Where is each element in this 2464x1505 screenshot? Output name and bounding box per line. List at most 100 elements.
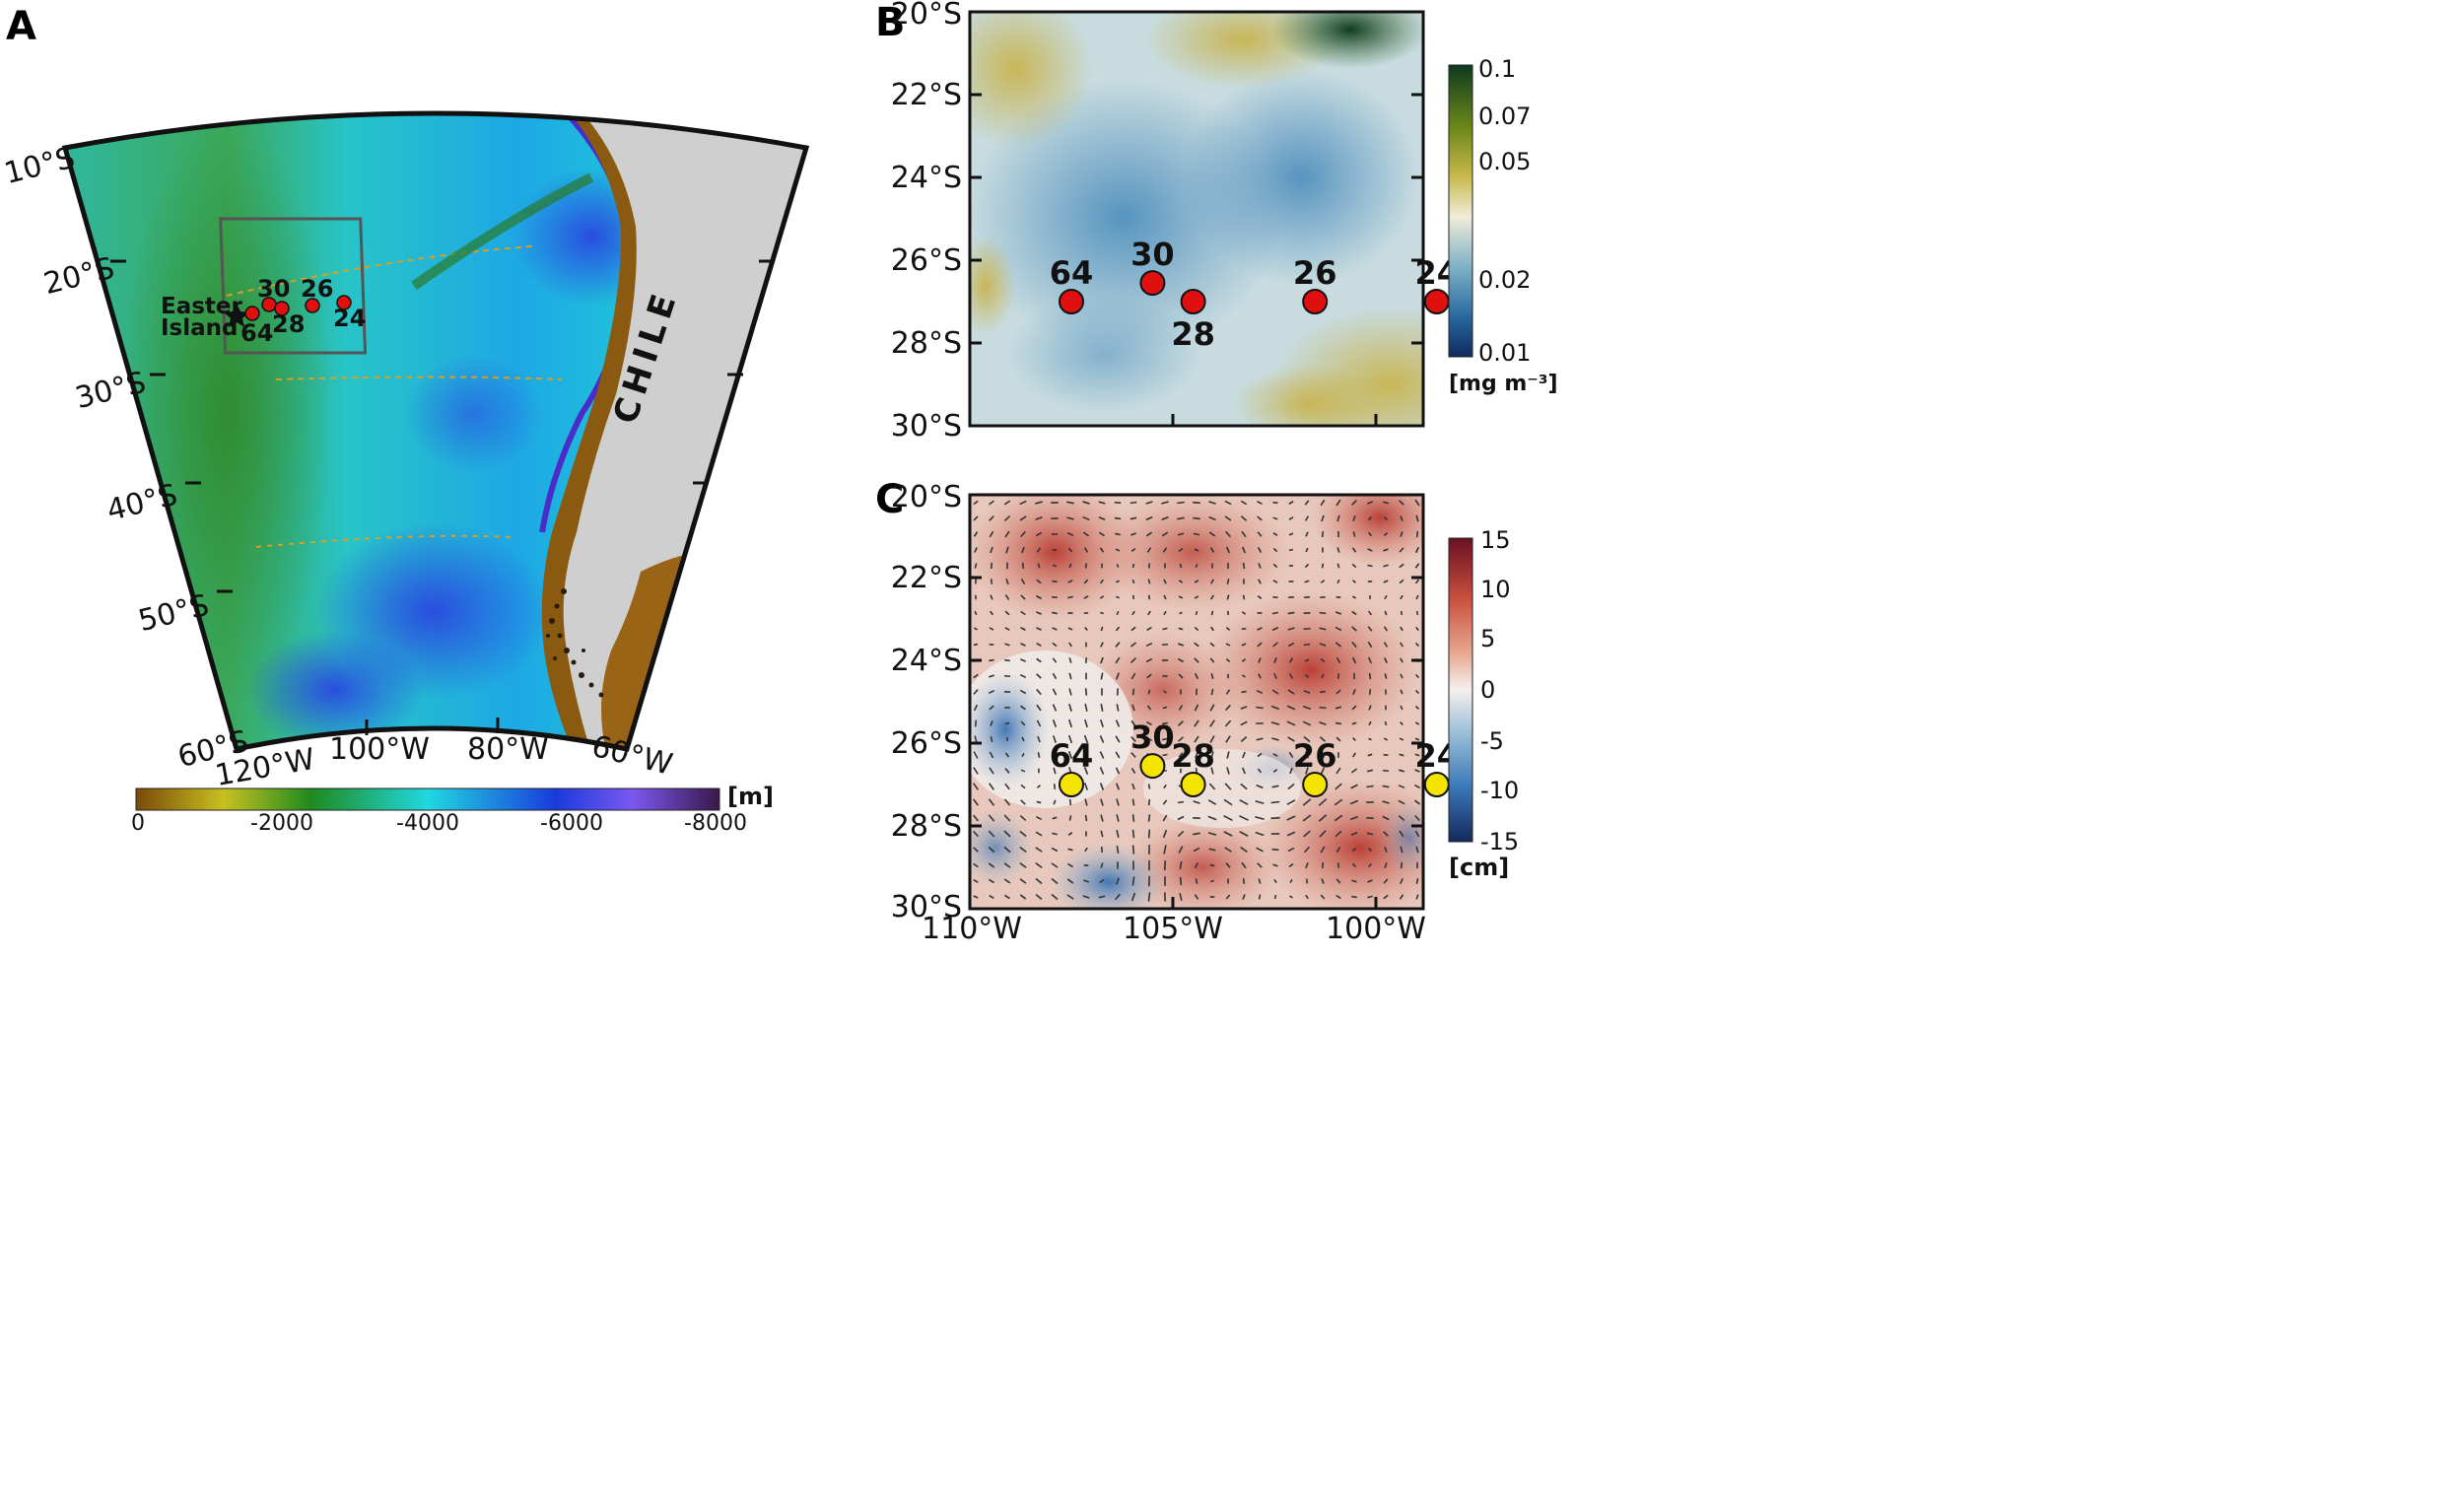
velocity-arrow: [1179, 563, 1183, 569]
velocity-arrow: [1020, 784, 1026, 789]
velocity-arrow: [1210, 626, 1214, 632]
velocity-arrow: [1145, 737, 1153, 741]
velocity-arrow: [1415, 610, 1419, 616]
velocity-arrow: [1256, 784, 1264, 789]
c-lon-label-100w: 100°W: [1326, 912, 1426, 946]
velocity-arrow: [1068, 563, 1072, 569]
velocity-arrow: [1225, 735, 1231, 743]
velocity-arrow: [1352, 737, 1356, 741]
velocity-arrow: [1019, 515, 1027, 521]
velocity-arrow: [1035, 815, 1043, 821]
velocity-arrow: [1114, 501, 1122, 505]
velocity-arrow: [1256, 706, 1264, 710]
velocity-arrow: [1241, 658, 1247, 662]
velocity-arrow: [1239, 831, 1249, 837]
station-28-label: 28: [1171, 737, 1215, 775]
velocity-arrow: [1116, 688, 1120, 696]
velocity-arrow: [1145, 501, 1153, 505]
velocity-arrow: [1004, 643, 1010, 647]
velocity-arrow: [1366, 501, 1374, 505]
velocity-arrow: [1163, 579, 1167, 584]
velocity-arrow: [1003, 878, 1011, 884]
velocity-arrow: [1257, 752, 1263, 758]
velocity-arrow: [1052, 611, 1058, 615]
velocity-arrow: [1256, 737, 1264, 741]
velocity-arrow: [1177, 516, 1185, 520]
velocity-arrow: [1052, 657, 1058, 663]
velocity-arrow: [1224, 783, 1232, 790]
velocity-arrow: [1115, 532, 1121, 536]
velocity-arrow: [1019, 878, 1027, 884]
velocity-arrow: [1400, 594, 1403, 600]
c-lat-label-20s: 20°S: [891, 480, 962, 514]
velocity-arrow: [1336, 862, 1340, 868]
velocity-arrow: [1210, 767, 1214, 775]
velocity-arrow: [1053, 751, 1057, 759]
c-lat-label-30s: 30°S: [891, 890, 962, 924]
velocity-arrow: [990, 594, 993, 600]
velocity-arrow: [1287, 611, 1295, 615]
velocity-arrow: [1068, 688, 1072, 696]
velocity-arrow: [990, 720, 993, 726]
velocity-arrow: [1351, 595, 1357, 599]
velocity-arrow: [1162, 706, 1168, 710]
velocity-arrow: [1399, 563, 1404, 569]
velocity-arrow: [1257, 501, 1263, 505]
lon-label-60w: 60°W: [588, 729, 676, 783]
velocity-arrow: [1129, 501, 1137, 505]
velocity-arrow: [1052, 564, 1058, 568]
velocity-arrow: [1195, 751, 1198, 759]
velocity-arrow: [974, 735, 978, 743]
velocity-arrow: [1303, 735, 1311, 743]
velocity-arrow: [1066, 862, 1074, 868]
velocity-arrow: [1005, 546, 1009, 554]
velocity-arrow: [1082, 515, 1090, 521]
velocity-arrow: [1194, 548, 1199, 552]
velocity-arrow: [1303, 643, 1311, 647]
velocity-arrow: [1099, 783, 1105, 790]
velocity-arrow: [1116, 846, 1120, 854]
velocity-arrow: [1146, 705, 1152, 711]
velocity-arrow: [1240, 783, 1248, 790]
velocity-arrow: [1286, 831, 1296, 837]
velocity-arrow: [973, 878, 979, 884]
velocity-arrow: [1288, 673, 1294, 679]
velocity-arrow: [1321, 878, 1325, 884]
velocity-arrow: [1239, 798, 1249, 806]
velocity-arrow: [1146, 626, 1152, 632]
velocity-arrow: [1239, 815, 1249, 821]
velocity-arrow: [989, 878, 994, 884]
velocity-arrow: [1162, 814, 1168, 822]
velocity-arrow: [1351, 626, 1357, 632]
velocity-arrow: [1036, 673, 1042, 679]
velocity-arrow: [1052, 719, 1058, 727]
velocity-arrow: [1084, 563, 1088, 569]
velocity-arrow: [1400, 705, 1403, 711]
velocity-arrow: [1098, 515, 1106, 521]
panel-a-stations: 64 30 28 26 24: [240, 275, 366, 347]
velocity-arrow: [1129, 642, 1137, 648]
velocity-arrow: [1257, 642, 1263, 648]
velocity-arrow: [1209, 547, 1215, 553]
velocity-arrow: [1178, 720, 1184, 726]
velocity-arrow: [1178, 673, 1184, 679]
velocity-arrow: [1287, 689, 1295, 695]
velocity-arrow: [1400, 861, 1403, 869]
velocity-arrow: [1021, 753, 1025, 757]
velocity-arrow: [1082, 531, 1090, 537]
velocity-arrow: [1226, 594, 1230, 600]
velocity-arrow: [1383, 878, 1389, 884]
station-28-marker: [1180, 289, 1206, 314]
ssh-tick-10: 10: [1480, 576, 1511, 603]
velocity-arrow: [1131, 704, 1135, 712]
velocity-arrow: [1053, 784, 1057, 789]
velocity-arrow: [1147, 798, 1151, 806]
velocity-arrow: [1003, 798, 1011, 806]
velocity-arrow: [1304, 674, 1310, 678]
velocity-arrow: [973, 895, 979, 899]
velocity-arrow: [1287, 847, 1295, 853]
velocity-arrow: [1271, 737, 1279, 741]
velocity-arrow: [1100, 656, 1104, 664]
velocity-arrow: [1020, 769, 1026, 773]
velocity-arrow: [1336, 579, 1340, 584]
